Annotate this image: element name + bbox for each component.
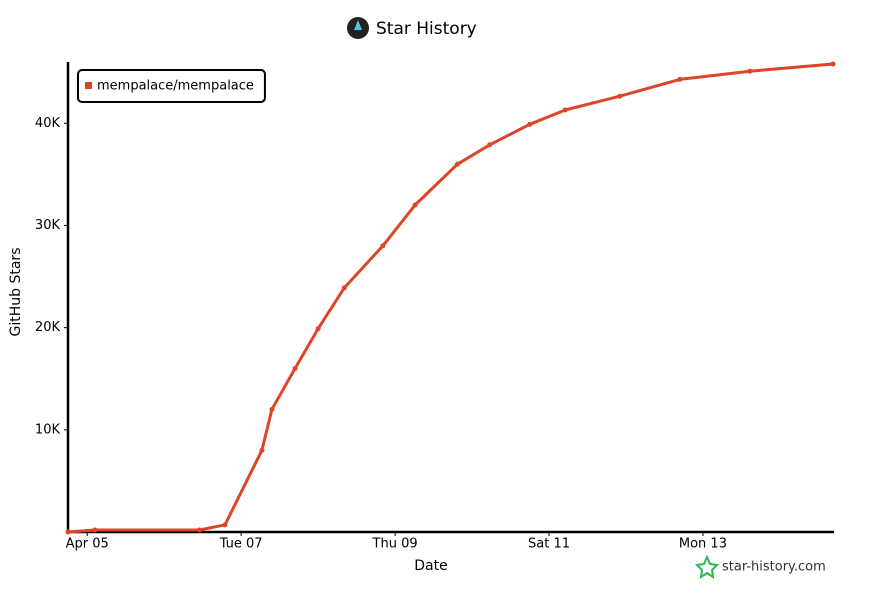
watermark: star-history.com (694, 554, 826, 580)
y-axis-label: GitHub Stars (8, 248, 24, 337)
data-point (315, 326, 321, 332)
watermark-text: star-history.com (722, 560, 826, 575)
y-tick-label: 10K (35, 422, 61, 437)
data-point (92, 527, 98, 533)
data-point (487, 142, 493, 148)
data-point (292, 366, 298, 372)
x-tick-label: Apr 05 (66, 537, 109, 552)
data-point (527, 121, 533, 127)
data-point (65, 529, 71, 535)
x-tick-label: Tue 07 (219, 537, 263, 552)
data-point (830, 61, 836, 67)
data-point (562, 107, 568, 113)
x-tick-label: Thu 09 (372, 537, 418, 552)
y-tick-label: 40K (35, 116, 61, 131)
chart-title: Star History (376, 19, 477, 39)
data-point (380, 243, 386, 249)
x-tick-label: Sat 11 (528, 537, 570, 552)
data-point (747, 68, 753, 74)
data-point (454, 161, 460, 167)
data-point (617, 93, 623, 99)
y-tick-label: 30K (35, 218, 61, 233)
x-axis-label: Date (414, 558, 447, 574)
series-line (66, 62, 835, 534)
data-point (412, 202, 418, 208)
x-tick-label: Mon 13 (679, 537, 727, 552)
data-point (677, 76, 683, 82)
data-point (259, 447, 265, 453)
data-point (197, 527, 203, 533)
data-point (222, 522, 228, 528)
y-tick-label: 20K (35, 320, 61, 335)
data-point (269, 406, 275, 412)
data-point (341, 285, 347, 291)
legend-label: mempalace/mempalace (97, 79, 254, 94)
legend-box (77, 69, 266, 103)
legend-swatch (85, 82, 92, 89)
title-icon (347, 17, 369, 39)
